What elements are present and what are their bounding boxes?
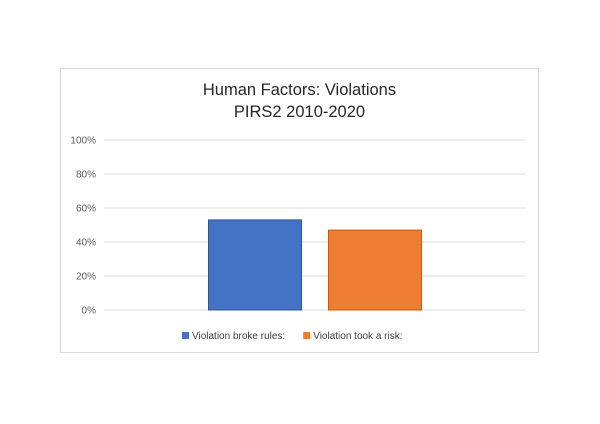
legend-swatch [303,332,311,339]
bar-broke-rules [208,219,302,311]
chart-subtitle: PIRS2 2010-2020 [233,103,366,121]
legend-label: Violation broke rules: [192,331,285,342]
y-tick-label: 40% [76,238,96,249]
chart-title: Human Factors: Violations [202,81,397,99]
bar-took-a-risk [328,229,422,311]
y-tick-label: 80% [76,170,96,181]
y-tick-label: 20% [76,272,96,283]
chart-title-block: Human Factors: Violations PIRS2 2010-202… [61,79,538,123]
y-tick-label: 100% [70,136,96,147]
y-tick-label: 60% [76,204,96,215]
legend-label: Violation took a risk: [313,331,402,342]
y-tick-label: 0% [82,306,97,317]
legend-swatch [182,332,189,339]
